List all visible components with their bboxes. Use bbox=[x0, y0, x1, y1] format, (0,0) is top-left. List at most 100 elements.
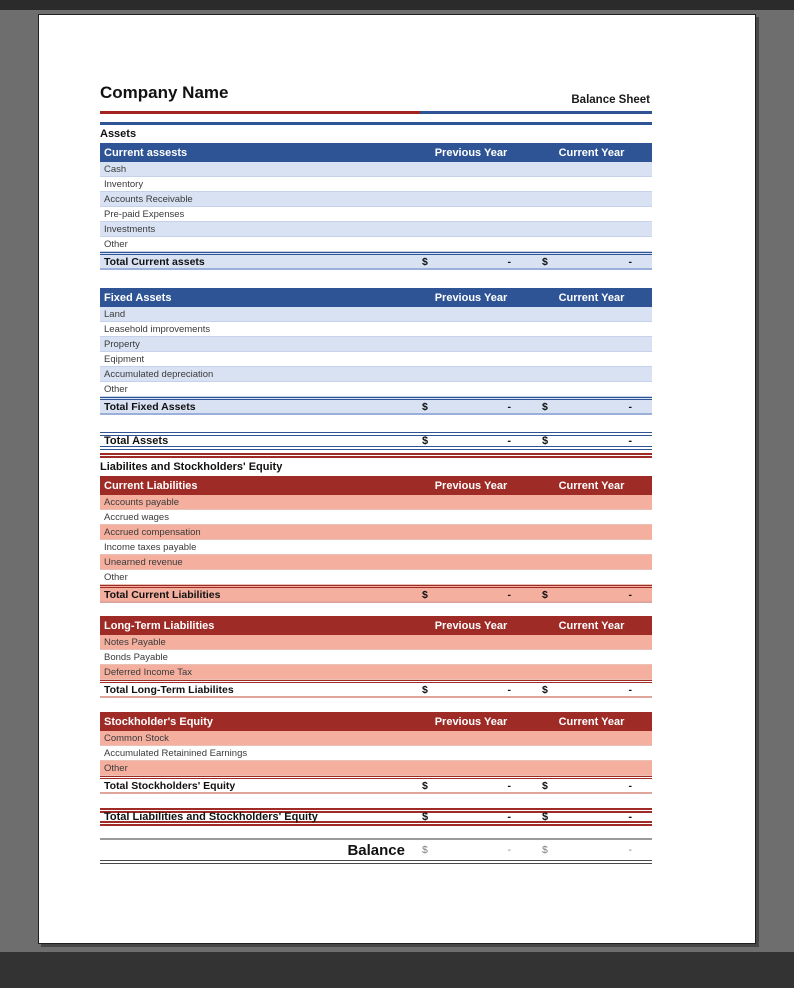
table-total-row: Total Long-Term Liabilites $ - $ - bbox=[100, 680, 652, 698]
table-row: Accrued compensation bbox=[100, 525, 652, 540]
summary-amount-previous: $ - bbox=[411, 435, 531, 447]
assets-section-heading: Assets bbox=[100, 128, 137, 140]
stockholders-equity-table: Stockholder's Equity Previous Year Curre… bbox=[100, 712, 652, 794]
row-label: Land bbox=[104, 308, 126, 320]
currency-symbol: $ bbox=[542, 435, 549, 447]
currency-symbol: $ bbox=[542, 811, 549, 823]
table-total-row: Total Current Liabilities $ - $ - bbox=[100, 585, 652, 603]
table-header-row: Long-Term Liabilities Previous Year Curr… bbox=[100, 616, 652, 635]
balance-row: Balance $ - $ - bbox=[100, 838, 652, 864]
empty-amount: - bbox=[628, 255, 633, 268]
table-title: Current assests bbox=[104, 146, 188, 159]
table-row: Other bbox=[100, 570, 652, 585]
total-label: Total Current Liabilities bbox=[104, 588, 221, 601]
table-header-row: Stockholder's Equity Previous Year Curre… bbox=[100, 712, 652, 731]
table-row: Inventory bbox=[100, 177, 652, 192]
table-title: Current Liabilities bbox=[104, 479, 198, 492]
total-amount-current: $ - bbox=[531, 684, 652, 696]
table-total-row: Total Stockholders' Equity $ - $ - bbox=[100, 776, 652, 794]
column-header-previous-year: Previous Year bbox=[434, 619, 508, 632]
row-label: Property bbox=[104, 338, 140, 350]
company-name: Company Name bbox=[100, 83, 229, 102]
row-label: Deferred Income Tax bbox=[104, 666, 193, 678]
total-assets-row: Total Assets $ - $ - bbox=[100, 432, 652, 450]
summary-label: Total Liabilities and Stockholders' Equi… bbox=[104, 811, 318, 823]
column-header-current-year: Current Year bbox=[558, 619, 625, 632]
row-label: Other bbox=[104, 571, 128, 583]
empty-amount: - bbox=[507, 400, 512, 413]
column-header-current-year: Current Year bbox=[558, 291, 625, 304]
currency-symbol: $ bbox=[422, 683, 428, 696]
current-liabilities-table: Current Liabilities Previous Year Curren… bbox=[100, 476, 652, 603]
balance-amount-previous: $ - bbox=[411, 844, 531, 856]
row-label: Common Stock bbox=[104, 732, 169, 744]
total-label: Total Long-Term Liabilites bbox=[104, 683, 234, 696]
viewer-bottom-bar bbox=[0, 952, 794, 988]
table-header-row: Current assests Previous Year Current Ye… bbox=[100, 143, 652, 162]
empty-amount: - bbox=[628, 400, 633, 413]
row-label: Accrued wages bbox=[104, 511, 169, 523]
column-header-previous-year: Previous Year bbox=[434, 146, 508, 159]
total-amount-previous: $ - bbox=[411, 780, 531, 792]
table-header-row: Current Liabilities Previous Year Curren… bbox=[100, 476, 652, 495]
empty-amount: - bbox=[507, 779, 512, 792]
row-label: Income taxes payable bbox=[104, 541, 197, 553]
table-row: Other bbox=[100, 382, 652, 397]
currency-symbol: $ bbox=[542, 400, 548, 413]
table-header-row: Fixed Assets Previous Year Current Year bbox=[100, 288, 652, 307]
current-assets-table: Current assests Previous Year Current Ye… bbox=[100, 143, 652, 270]
total-amount-previous: $ - bbox=[411, 256, 531, 268]
currency-symbol: $ bbox=[422, 255, 428, 268]
document-page: Company Name Balance Sheet Assets Curren… bbox=[38, 14, 756, 944]
empty-amount: - bbox=[628, 435, 632, 447]
table-row: Unearned revenue bbox=[100, 555, 652, 570]
empty-amount: - bbox=[507, 683, 512, 696]
currency-symbol: $ bbox=[542, 683, 548, 696]
row-label: Accumulated depreciation bbox=[104, 368, 214, 380]
row-label: Cash bbox=[104, 163, 127, 175]
summary-amount-current: $ - bbox=[531, 811, 652, 823]
total-amount-previous: $ - bbox=[411, 589, 531, 601]
currency-symbol: $ bbox=[542, 779, 548, 792]
empty-amount: - bbox=[628, 588, 633, 601]
column-header-previous-year: Previous Year bbox=[434, 715, 508, 728]
summary-amount-current: $ - bbox=[531, 435, 652, 447]
row-label: Bonds Payable bbox=[104, 651, 168, 663]
row-label: Other bbox=[104, 238, 128, 250]
empty-amount: - bbox=[507, 255, 512, 268]
summary-label: Total Assets bbox=[104, 435, 169, 447]
total-amount-current: $ - bbox=[531, 589, 652, 601]
row-label: Leasehold improvements bbox=[104, 323, 211, 335]
row-label: Accumulated Retainined Earnings bbox=[104, 747, 248, 759]
table-total-row: Total Fixed Assets $ - $ - bbox=[100, 397, 652, 415]
empty-amount: - bbox=[507, 844, 512, 856]
table-row: Accounts payable bbox=[100, 495, 652, 510]
currency-symbol: $ bbox=[422, 811, 429, 823]
currency-symbol: $ bbox=[422, 844, 428, 856]
table-row: Property bbox=[100, 337, 652, 352]
total-amount-current: $ - bbox=[531, 780, 652, 792]
row-label: Notes Payable bbox=[104, 636, 166, 648]
total-amount-current: $ - bbox=[531, 401, 652, 413]
empty-amount: - bbox=[507, 588, 512, 601]
row-label: Investments bbox=[104, 223, 156, 235]
empty-amount: - bbox=[628, 683, 633, 696]
table-total-row: Total Current assets $ - $ - bbox=[100, 252, 652, 270]
total-amount-previous: $ - bbox=[411, 401, 531, 413]
table-row: Accumulated depreciation bbox=[100, 367, 652, 382]
table-row: Other bbox=[100, 761, 652, 776]
row-label: Unearned revenue bbox=[104, 556, 183, 568]
currency-symbol: $ bbox=[542, 588, 548, 601]
column-header-current-year: Current Year bbox=[558, 146, 625, 159]
liabilities-section-heading: Liabilites and Stockholders' Equity bbox=[100, 461, 283, 473]
row-label: Other bbox=[104, 762, 128, 774]
currency-symbol: $ bbox=[542, 255, 548, 268]
table-row: Accounts Receivable bbox=[100, 192, 652, 207]
table-row: Common Stock bbox=[100, 731, 652, 746]
fixed-assets-table: Fixed Assets Previous Year Current Year … bbox=[100, 288, 652, 415]
table-row: Income taxes payable bbox=[100, 540, 652, 555]
total-amount-current: $ - bbox=[531, 256, 652, 268]
column-header-current-year: Current Year bbox=[558, 715, 625, 728]
row-label: Other bbox=[104, 383, 128, 395]
document-title: Balance Sheet bbox=[571, 94, 650, 106]
